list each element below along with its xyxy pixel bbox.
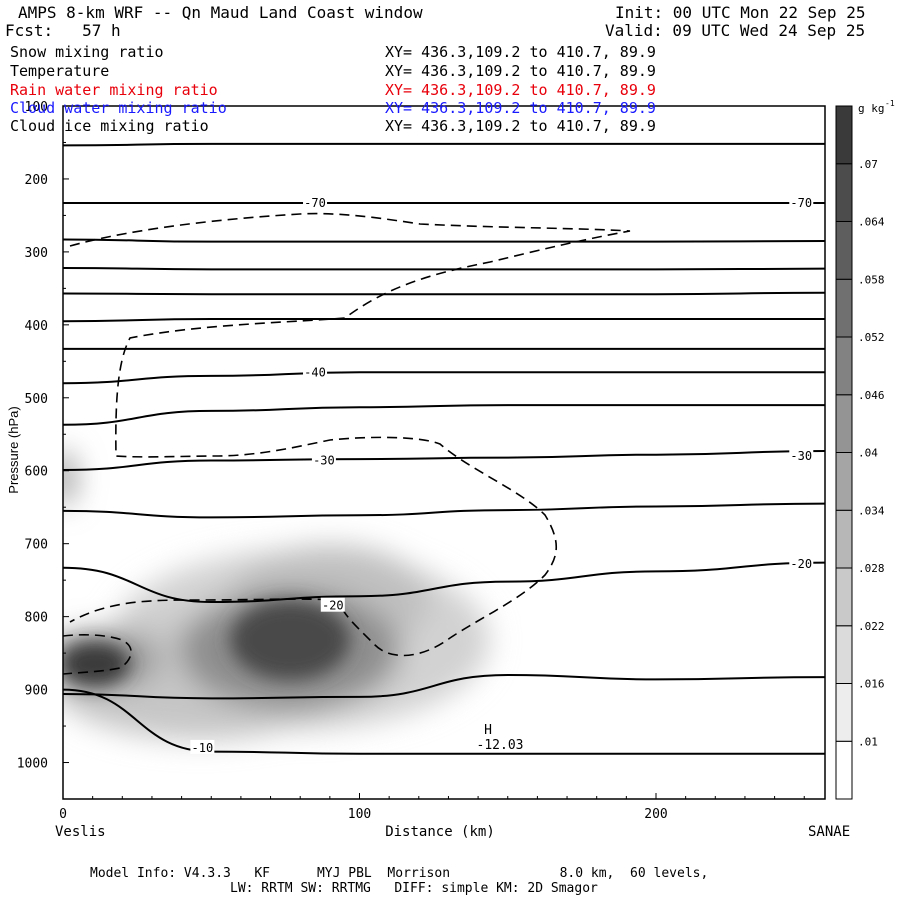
isotherm-label: -20: [322, 599, 344, 613]
colorbar-box: [835, 625, 853, 684]
colorbar-box: [835, 740, 853, 800]
field-name: Cloud ice mixing ratio: [10, 117, 209, 135]
isotherm-label: -20: [790, 557, 812, 571]
isotherm-line: [63, 238, 825, 243]
colorbar-box: [835, 163, 853, 222]
colorbar-box: [835, 509, 853, 569]
isotherm-label-bg: [789, 195, 814, 210]
snow-shade-core: [230, 600, 350, 680]
colorbar-box: [835, 394, 853, 453]
colorbar-box: [835, 683, 853, 742]
y-tick-label: 800: [25, 611, 48, 626]
colorbar-label: .058: [858, 273, 885, 286]
isotherm-line: [63, 371, 825, 385]
cloud-ice-contour: [63, 212, 631, 675]
field-name: Rain water mixing ratio: [10, 81, 218, 99]
model-info-line1: Model Info: V4.3.3 KF MYJ PBL Morrison 8…: [90, 866, 709, 881]
forecast-hour: Fcst: 57 h: [5, 21, 121, 40]
colorbar-label: .046: [858, 389, 885, 402]
y-tick-label: 900: [25, 684, 48, 699]
y-axis-label: Pressure (hPa): [6, 406, 21, 493]
isotherm-label: -70: [790, 196, 812, 210]
field-xy: XY= 436.3,109.2 to 410.7, 89.9: [385, 99, 656, 117]
min-marker-value: -12.03: [477, 738, 524, 753]
colorbar-box: [835, 221, 853, 280]
isotherm-line: [63, 688, 825, 755]
x-end-label: SANAE: [808, 824, 850, 840]
model-info-line2: LW: RRTM SW: RRTMG DIFF: simple KM: 2D S…: [230, 881, 598, 896]
colorbar-label: .028: [858, 562, 885, 575]
colorbar-box: [835, 452, 853, 511]
y-tick-label: 1000: [17, 757, 48, 772]
isotherm-line: [63, 404, 825, 426]
isotherm-line: [63, 318, 825, 323]
colorbar-box: [835, 567, 853, 627]
isotherm-label-bg: [303, 195, 328, 210]
isotherm-line: [63, 450, 825, 472]
y-tick-label: 200: [25, 173, 48, 188]
chart-title: AMPS 8-km WRF -- Qn Maud Land Coast wind…: [18, 3, 423, 22]
snow-shade-edge: [63, 450, 77, 506]
colorbar-unit: g kg: [858, 102, 885, 115]
x-tick-label: 200: [644, 807, 667, 822]
isotherm-labels: -70 -70 -40 -30 -30 -20 -20 -10: [190, 195, 814, 755]
plot-frame: [62, 105, 826, 800]
y-tick-label: 400: [25, 319, 48, 334]
isotherm-label-bg: [789, 556, 814, 571]
colorbar-label: .052: [858, 331, 885, 344]
y-tick-label: 600: [25, 465, 48, 480]
colorbar-label: .022: [858, 620, 885, 633]
isotherm-label-bg: [190, 739, 215, 754]
colorbar-label: .016: [858, 678, 885, 691]
isotherm-line: [63, 142, 825, 147]
valid-time: Valid: 09 UTC Wed 24 Sep 25: [605, 21, 866, 40]
x-start-label: Veslis: [55, 824, 106, 840]
field-name: Temperature: [10, 62, 110, 80]
field-xy: XY= 436.3,109.2 to 410.7, 89.9: [385, 81, 656, 99]
isotherm-label: -40: [304, 365, 326, 379]
colorbar-label: .01: [858, 735, 878, 748]
field-xy: XY= 436.3,109.2 to 410.7, 89.9: [385, 117, 656, 135]
field-name: Cloud water mixing ratio: [10, 99, 227, 117]
init-time: Init: 00 UTC Mon 22 Sep 25: [615, 3, 866, 22]
y-tick-label: 500: [25, 392, 48, 407]
colorbar-label: .064: [858, 216, 885, 229]
isotherm-label-bg: [311, 452, 336, 467]
isotherm-label-bg: [789, 448, 814, 463]
colorbar-box: [835, 105, 853, 165]
snow-shading: [63, 450, 490, 740]
x-axis-label: Distance (km): [385, 824, 495, 840]
axes: 100 200 300 400 500 600 700 800 900 1000 0 100 200: [17, 100, 805, 822]
isotherm-line: [63, 502, 825, 519]
y-tick-label: 100: [25, 100, 48, 115]
colorbar-label: .034: [858, 504, 885, 517]
colorbar-box: [835, 336, 853, 396]
isotherm-label: -30: [790, 449, 812, 463]
isotherm-label: -70: [304, 196, 326, 210]
isotherm-line: [63, 266, 825, 271]
isotherm-label: -30: [313, 454, 335, 468]
x-tick-label: 100: [348, 807, 371, 822]
field-xy: XY= 436.3,109.2 to 410.7, 89.9: [385, 62, 656, 80]
colorbar-unit-exp: -1: [885, 99, 895, 108]
x-tick-label: 0: [59, 807, 67, 822]
field-xy: XY= 436.3,109.2 to 410.7, 89.9: [385, 43, 656, 61]
colorbar-label: .04: [858, 447, 878, 460]
field-name: Snow mixing ratio: [10, 43, 164, 61]
y-tick-label: 300: [25, 246, 48, 261]
isotherm-line: [63, 291, 825, 296]
colorbar-box: [835, 278, 853, 338]
isotherm-line: [63, 673, 825, 700]
isotherm-label-bg: [320, 597, 345, 612]
snow-shade-core: [63, 642, 130, 686]
isotherm-label-bg: [303, 364, 328, 379]
y-tick-label: 700: [25, 538, 48, 553]
cloud-ice-contour-main: [69, 212, 631, 657]
isotherm-label: -10: [192, 741, 214, 755]
colorbar: .01 .016 .022 .028 .034 .04 .046 .052 .058 .064 .0…: [835, 99, 895, 800]
colorbar-label: .07: [858, 158, 878, 171]
min-marker-letter: H: [484, 723, 492, 738]
